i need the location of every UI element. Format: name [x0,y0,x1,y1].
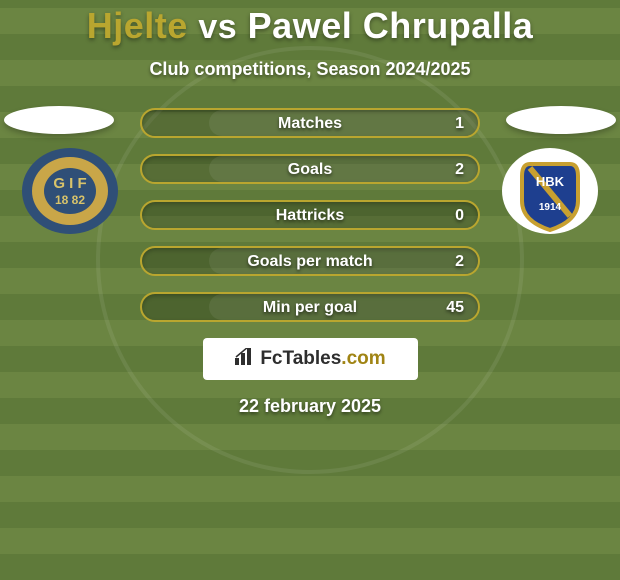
stat-label: Goals per match [142,248,478,275]
page-title: Hjelte vs Pawel Chrupalla [0,0,620,47]
crest-right-bottom: 1914 [539,202,562,213]
stat-rows: Matches1Goals2Hattricks0Goals per match2… [140,108,480,322]
comparison-card: Hjelte vs Pawel Chrupalla Club competiti… [0,0,620,580]
stat-value: 0 [455,202,464,229]
watermark-suffix: .com [341,348,385,369]
stat-row: Min per goal45 [140,292,480,322]
stat-row: Matches1 [140,108,480,138]
watermark-name: FcTables [260,348,341,369]
stat-value: 45 [446,294,464,321]
player1-disc [4,106,114,134]
player2-disc [506,106,616,134]
crest-right-top: HBK [536,174,565,189]
vs-label: vs [198,8,237,46]
player2-crest: HBK 1914 [500,146,600,236]
stat-value: 2 [455,156,464,183]
watermark-text: FcTables.com [260,348,385,370]
player1-name: Hjelte [87,5,188,46]
stat-row: Goals2 [140,154,480,184]
stat-row: Goals per match2 [140,246,480,276]
stat-label: Matches [142,110,478,137]
date: 22 february 2025 [0,396,620,417]
crest-left-bottom: 18 82 [55,193,85,207]
stats-area: G I F 18 82 HBK 1914 Matches1Goals2Hattr… [0,108,620,322]
stat-value: 2 [455,248,464,275]
stat-value: 1 [455,110,464,137]
bar-chart-icon [234,348,254,371]
player1-crest: G I F 18 82 [20,146,120,236]
stat-label: Min per goal [142,294,478,321]
stat-row: Hattricks0 [140,200,480,230]
crest-left-top: G I F [53,175,86,192]
stat-label: Goals [142,156,478,183]
subtitle: Club competitions, Season 2024/2025 [0,59,620,80]
watermark: FcTables.com [203,338,418,380]
stat-label: Hattricks [142,202,478,229]
player2-name: Pawel Chrupalla [248,5,534,46]
